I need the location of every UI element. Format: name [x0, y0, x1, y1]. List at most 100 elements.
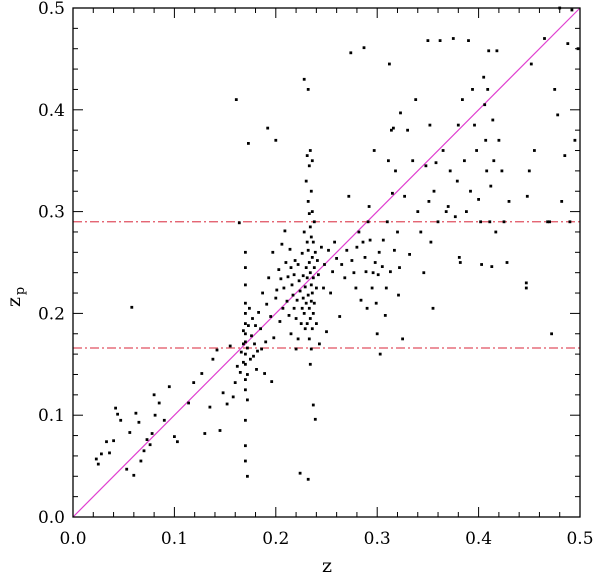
- data-point: [244, 444, 247, 448]
- data-point: [533, 149, 536, 152]
- data-point: [246, 373, 249, 376]
- data-point: [497, 138, 501, 142]
- data-point: [485, 169, 489, 173]
- data-point: [308, 271, 312, 275]
- data-point: [471, 88, 474, 91]
- y-tick-label: 0.3: [38, 203, 65, 223]
- data-point: [244, 301, 247, 305]
- data-point: [248, 306, 251, 310]
- data-point: [492, 159, 496, 163]
- data-point: [384, 286, 388, 290]
- data-point: [247, 324, 250, 327]
- data-point: [284, 261, 288, 264]
- data-point: [389, 270, 392, 274]
- data-point: [377, 250, 381, 254]
- data-point: [315, 286, 318, 290]
- data-point: [116, 412, 119, 416]
- data-point: [305, 154, 309, 157]
- data-point: [285, 299, 289, 303]
- data-point: [373, 261, 377, 264]
- y-tick-labels: 0.0 0.1 0.2 0.3 0.4 0.5: [38, 0, 65, 528]
- data-point: [313, 250, 317, 254]
- data-point: [231, 395, 235, 399]
- data-point: [244, 312, 247, 315]
- data-point: [310, 159, 314, 163]
- data-point: [490, 265, 494, 268]
- data-point: [290, 283, 294, 287]
- data-point: [398, 266, 401, 269]
- data-point: [394, 169, 397, 173]
- data-point: [299, 322, 303, 325]
- data-point: [235, 364, 239, 368]
- data-point: [444, 210, 448, 213]
- x-tick-label: 0.2: [262, 529, 289, 549]
- data-point: [173, 435, 176, 438]
- data-point: [318, 342, 321, 346]
- data-point: [308, 149, 312, 152]
- data-point: [203, 432, 207, 435]
- data-point: [218, 429, 222, 432]
- data-point: [162, 418, 166, 422]
- data-point: [312, 301, 316, 305]
- data-point: [475, 149, 478, 152]
- data-point: [500, 169, 504, 173]
- data-point: [396, 230, 399, 234]
- data-point: [303, 285, 307, 289]
- data-point: [376, 273, 380, 277]
- data-point: [546, 220, 549, 224]
- y-tick-label: 0.2: [38, 304, 65, 324]
- data-point: [312, 266, 316, 269]
- data-point: [244, 418, 247, 422]
- data-point: [274, 138, 278, 142]
- data-point: [306, 293, 310, 297]
- data-point: [556, 113, 560, 117]
- data-point: [298, 289, 302, 293]
- data-point: [488, 220, 492, 224]
- data-point: [543, 37, 546, 40]
- x-axis-title: z: [322, 555, 332, 577]
- data-point: [345, 248, 349, 252]
- data-point: [374, 301, 378, 305]
- data-point: [370, 286, 374, 290]
- y-tick-label: 0.1: [38, 406, 65, 426]
- data-point: [244, 378, 247, 381]
- data-point: [228, 344, 232, 348]
- data-point: [310, 291, 314, 295]
- data-point: [302, 77, 306, 81]
- data-point: [411, 159, 415, 163]
- data-point: [305, 240, 309, 244]
- data-point: [465, 210, 468, 213]
- data-point: [391, 191, 394, 195]
- y-axis-title: z: [3, 297, 25, 307]
- x-tick-label: 0.1: [161, 529, 188, 549]
- data-point: [311, 312, 315, 315]
- data-point: [525, 194, 529, 198]
- data-point: [265, 302, 269, 306]
- data-point: [176, 440, 179, 444]
- data-point: [309, 235, 313, 239]
- data-point: [294, 317, 298, 320]
- data-point: [288, 247, 292, 251]
- data-point: [289, 332, 293, 336]
- data-point: [566, 42, 570, 45]
- data-point: [486, 88, 490, 91]
- data-point: [300, 251, 304, 255]
- data-point: [422, 271, 426, 275]
- data-point: [349, 51, 353, 55]
- data-point: [255, 368, 258, 371]
- data-point: [215, 348, 219, 352]
- y-tick-label: 0.0: [38, 508, 65, 528]
- data-point: [329, 291, 332, 295]
- data-point: [211, 357, 215, 361]
- data-point: [145, 438, 149, 441]
- data-point: [108, 451, 111, 455]
- data-point: [114, 406, 117, 410]
- data-point: [286, 275, 290, 279]
- data-point: [482, 75, 486, 79]
- x-tick-label: 0.3: [364, 529, 391, 549]
- data-point: [393, 248, 396, 252]
- data-point: [311, 403, 315, 407]
- data-point: [244, 332, 247, 336]
- data-point: [529, 62, 533, 66]
- axis-ticks: [72, 7, 581, 518]
